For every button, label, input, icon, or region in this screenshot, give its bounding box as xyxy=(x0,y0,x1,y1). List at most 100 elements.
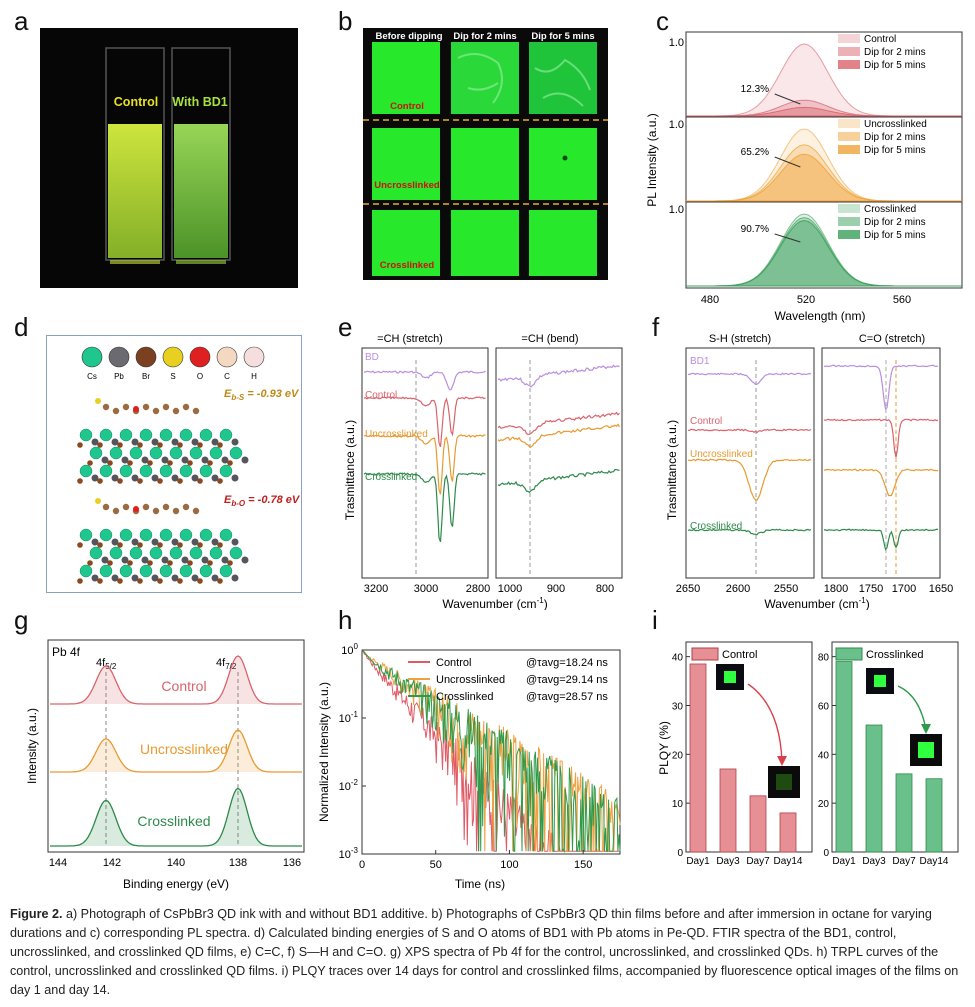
pb-atom xyxy=(121,456,129,464)
i-ytick-label: 0 xyxy=(677,848,683,859)
col-header-2min: Dip for 2 mins xyxy=(453,31,516,42)
g-xlabel: Binding energy (eV) xyxy=(123,877,229,891)
pb-atom xyxy=(231,574,239,582)
br-atom xyxy=(97,578,103,584)
pb-atom xyxy=(141,556,149,564)
trpl-chart: 0 50 100 150 100 10-1 10-2 10-3 Time (ns) Norma… xyxy=(318,642,621,891)
c-ytick-3: 1.0 xyxy=(669,204,684,216)
f-xtick-2600: 2600 xyxy=(726,583,750,595)
film-control-2min xyxy=(451,42,519,114)
g-ylabel: Intensity (a.u.) xyxy=(25,708,39,784)
cs-atom xyxy=(99,564,113,578)
atom-label: Cs xyxy=(87,372,97,381)
g-line-2 xyxy=(50,787,302,847)
h-legend-tau: @τavg=28.57 ns xyxy=(526,691,608,703)
h-xtick-label: 0 xyxy=(359,859,365,871)
f-trace-control: Control xyxy=(690,416,722,427)
e-line-right-3 xyxy=(497,468,620,494)
cs-atom xyxy=(109,446,123,460)
c-xtick-560: 560 xyxy=(893,294,911,306)
e-line-left-0 xyxy=(363,370,486,391)
br-atom xyxy=(97,542,103,548)
i-xtick-label: Day3 xyxy=(862,856,886,867)
i-ytick-label: 40 xyxy=(672,653,684,664)
br-atom xyxy=(137,478,143,484)
c-legend-label: Dip for 2 mins xyxy=(864,132,926,143)
h-legend-tau: @τavg=18.24 ns xyxy=(526,657,608,669)
ligand-atom xyxy=(122,403,130,411)
ligand-atom xyxy=(182,403,190,411)
ligand-atom xyxy=(122,503,130,511)
c-annotation: 12.3% xyxy=(741,84,769,95)
cs-atom xyxy=(79,464,93,478)
pb-atom xyxy=(241,556,249,564)
cs-atom xyxy=(199,428,213,442)
br-atom xyxy=(187,560,193,566)
ftir-f-chart: S-H (stretch) C=O (stretch) BD1 Control … xyxy=(665,333,953,610)
plqy-chart: Day1 Day3 Day7 Day14 0 10 20 30 40 Day1 Day3 Day7 Da… xyxy=(657,641,959,867)
c-annotation-arrow xyxy=(774,233,801,243)
cs-atom xyxy=(99,428,113,442)
pb-atom xyxy=(91,438,99,446)
c-legend-swatch xyxy=(838,119,860,128)
cs-atom xyxy=(219,564,233,578)
br-atom xyxy=(177,478,183,484)
pb-atom xyxy=(181,556,189,564)
cs-atom xyxy=(129,546,143,560)
c-annotation: 90.7% xyxy=(741,224,769,235)
pb-atom xyxy=(161,556,169,564)
cs-atom xyxy=(119,428,133,442)
cs-atom xyxy=(189,546,203,560)
c-annotation-arrow xyxy=(774,93,801,105)
f-line-right-3 xyxy=(823,528,939,551)
photo-films-grid: Before dipping Dip for 2 mins Dip for 5 … xyxy=(363,28,608,280)
row-label-control: Control xyxy=(390,101,424,112)
i-xtick-label: Day14 xyxy=(774,856,803,867)
e-xtick-3200: 3200 xyxy=(364,583,388,595)
i-bar-control-day1 xyxy=(689,663,707,853)
br-atom xyxy=(147,560,153,566)
ligand-atom xyxy=(112,507,120,515)
e-trace-bd: BD xyxy=(365,352,379,363)
film-uncross-5min xyxy=(529,128,597,200)
cs-atom xyxy=(179,564,193,578)
atom-pb-icon xyxy=(108,346,130,368)
pb-atom xyxy=(211,438,219,446)
f-line-right-0 xyxy=(823,364,939,410)
eb-s-label: Eb-S = -0.93 eV xyxy=(224,388,300,402)
c-xtick-480: 480 xyxy=(701,294,719,306)
cs-atom xyxy=(179,464,193,478)
g-peak1: 4f5/2 xyxy=(96,657,117,671)
pb-atom xyxy=(131,438,139,446)
cs-atom xyxy=(89,446,103,460)
br-atom xyxy=(137,442,143,448)
cs-atom xyxy=(159,464,173,478)
cs-atom xyxy=(149,446,163,460)
cs-atom xyxy=(179,528,193,542)
film-control-5min xyxy=(529,42,597,114)
row-label-uncross: Uncrosslinked xyxy=(374,180,440,191)
br-atom xyxy=(147,460,153,466)
br-atom xyxy=(157,442,163,448)
atom-label: S xyxy=(170,372,175,381)
e-xtick-1000: 1000 xyxy=(498,583,522,595)
atom-label: Br xyxy=(142,372,150,381)
h-legend-name: Crosslinked xyxy=(436,691,493,703)
f-xtick-2650: 2650 xyxy=(676,583,700,595)
h-xtick-label: 50 xyxy=(430,859,442,871)
pb-atom xyxy=(201,556,209,564)
g-xtick-138: 138 xyxy=(229,857,247,869)
e-xlabel: Wavenumber (cm-1) xyxy=(442,596,547,610)
br-atom xyxy=(157,478,163,484)
e-trace-control: Control xyxy=(365,390,397,401)
cs-atom xyxy=(219,464,233,478)
e-title-right: =CH (bend) xyxy=(521,333,578,345)
panel-label-d: d xyxy=(14,312,29,342)
br-atom xyxy=(87,460,93,466)
i-xtick-label: Day1 xyxy=(686,856,710,867)
i-bar-control-day14 xyxy=(779,812,797,853)
cs-atom xyxy=(79,564,93,578)
pb-atom xyxy=(131,538,139,546)
br-atom xyxy=(207,560,213,566)
i-legend-control-swatch xyxy=(691,647,719,661)
